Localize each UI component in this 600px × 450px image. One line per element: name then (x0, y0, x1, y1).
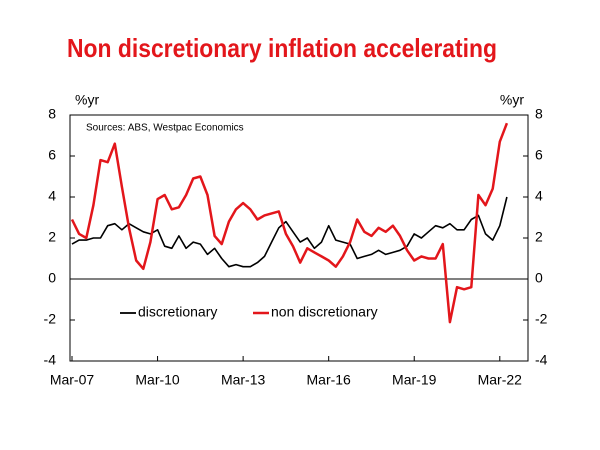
y-tick-label: 8 (48, 106, 56, 122)
source-note: Sources: ABS, Westpac Economics (86, 123, 244, 134)
x-tick-label: Mar-13 (221, 372, 266, 388)
x-tick-label: Mar-07 (50, 372, 95, 388)
legend-label: discretionary (138, 304, 217, 320)
y2-tick-label: 0 (535, 270, 543, 286)
y2-axis-label: %yr (500, 92, 524, 108)
y2-tick-label: 8 (535, 106, 543, 122)
x-tick-label: Mar-19 (392, 372, 437, 388)
y-tick-label: -4 (44, 352, 57, 368)
y-tick-label: 2 (48, 229, 56, 245)
y2-tick-label: 4 (535, 188, 543, 204)
plot-frame (69, 114, 529, 362)
y2-tick-label: -4 (535, 352, 548, 368)
y2-tick-label: 6 (535, 147, 543, 163)
y-tick-label: 6 (48, 147, 56, 163)
legend-label: non discretionary (271, 304, 378, 320)
x-tick-label: Mar-10 (135, 372, 180, 388)
y2-tick-label: 2 (535, 229, 543, 245)
y-axis-label: %yr (75, 92, 99, 108)
y-tick-label: 0 (48, 270, 56, 286)
x-tick-label: Mar-22 (478, 372, 523, 388)
series-line (70, 122, 509, 324)
chart-title: Non discretionary inflation accelerating (67, 33, 497, 63)
x-tick-label: Mar-16 (307, 372, 352, 388)
y2-tick-label: -2 (535, 311, 548, 327)
y-tick-label: 4 (48, 188, 56, 204)
series-line (71, 196, 508, 268)
y-tick-label: -2 (44, 311, 57, 327)
